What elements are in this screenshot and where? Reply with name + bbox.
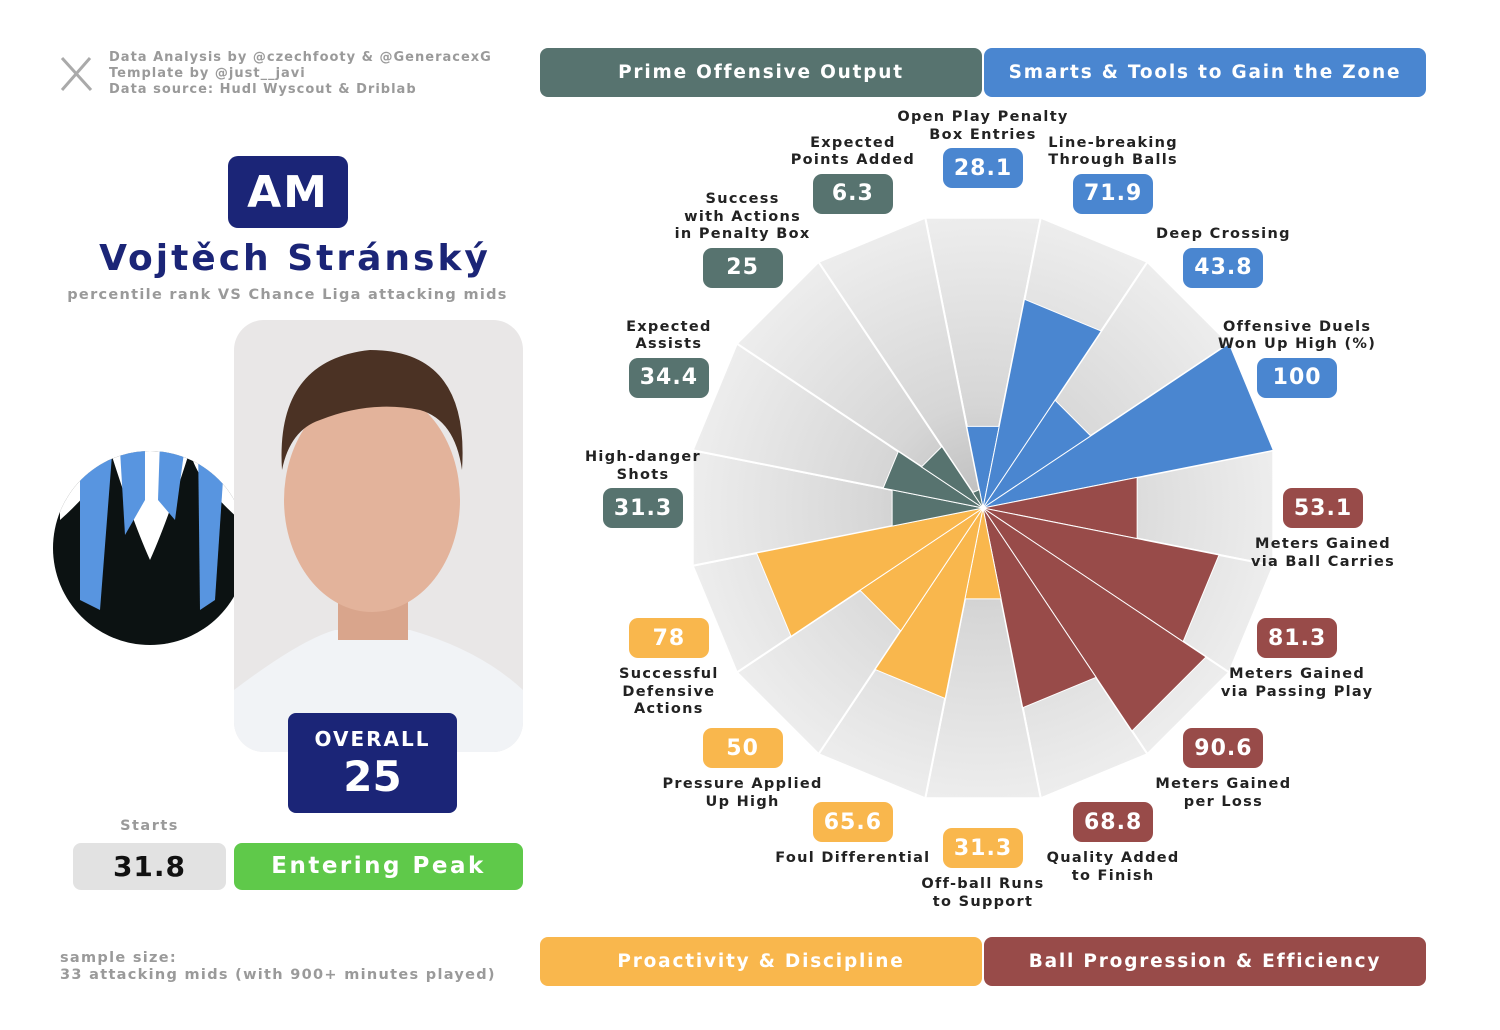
category-label: Quality Added to Finish	[1046, 850, 1180, 884]
overall-value: 25	[343, 752, 402, 801]
value-label: 31.3	[943, 828, 1023, 868]
slice	[755, 507, 984, 638]
sample-size: 33 attacking mids (with 900+ minutes pla…	[60, 967, 496, 983]
value-label: 71.9	[1073, 173, 1154, 214]
credit: Template by @just__javi	[109, 66, 306, 81]
category-label: Open Play Penalty Box Entries	[897, 109, 1069, 143]
category-label: Meters Gained via Passing Play	[1220, 666, 1374, 700]
group-header: Ball Progression & Efficiency	[984, 937, 1426, 986]
starts-label: Starts	[120, 818, 179, 834]
value-label: 81.3	[1257, 618, 1338, 659]
starts-box	[73, 843, 226, 890]
category-label: Offensive Duels Won Up High (%)	[1218, 318, 1377, 353]
status: Entering Peak	[271, 853, 486, 879]
category-label: Successful Defensive Actions	[619, 666, 719, 718]
value-label: 65.6	[812, 802, 893, 843]
category-label: Expected Points Added	[790, 134, 916, 169]
group-header: Smarts & Tools to Gain the Zone	[984, 48, 1426, 97]
group-header: Prime Offensive Output	[540, 48, 982, 97]
player-name: Vojtěch Stránský	[99, 238, 491, 279]
category-label: Deep Crossing	[1156, 226, 1291, 243]
starts-value: 31.8	[112, 850, 187, 883]
category-label: Line-breaking Through Balls	[1048, 134, 1178, 169]
value-label: 68.8	[1073, 802, 1154, 843]
status-box	[234, 843, 523, 890]
overall-label: OVERALL	[314, 727, 431, 751]
position: AM	[247, 166, 329, 218]
slice	[920, 445, 984, 509]
value-label: 100	[1257, 357, 1338, 398]
value-label: 50	[702, 728, 783, 769]
value-label: 53.1	[1283, 488, 1363, 528]
credit: Data source: Hudl Wyscout & Driblab	[109, 82, 417, 97]
subtitle: percentile rank VS Chance Liga attacking…	[67, 287, 508, 303]
category-label: Meters Gained per Loss	[1155, 776, 1292, 810]
category-label: High-danger Shots	[585, 449, 701, 483]
group-header: Proactivity & Discipline	[540, 937, 982, 986]
category-label: Pressure Applied Up High	[662, 776, 823, 810]
pizza-chart	[691, 216, 1275, 800]
slice-background	[817, 216, 984, 509]
player-photo	[234, 320, 523, 752]
category-label: Foul Differential	[775, 850, 931, 867]
position-badge	[228, 156, 348, 228]
sample-size: sample size:	[60, 950, 178, 966]
value-label: 90.6	[1183, 728, 1264, 769]
value-label: 31.3	[603, 488, 683, 528]
credit: Data Analysis by @czechfooty & @Generace…	[109, 50, 492, 65]
category-label: Meters Gained via Ball Carries	[1250, 536, 1396, 570]
category-label: Off-ball Runs to Support	[921, 876, 1045, 910]
value-label: 28.1	[943, 148, 1023, 188]
club-logo	[53, 451, 247, 645]
category-label: Success with Actions in Penalty Box	[674, 191, 811, 243]
slice	[982, 507, 1097, 709]
slice	[971, 489, 984, 509]
x-logo	[60, 56, 93, 92]
category-label: Expected Assists	[626, 318, 712, 353]
value-label: 43.8	[1183, 247, 1264, 288]
value-label: 6.3	[812, 173, 893, 214]
value-label: 78	[628, 618, 709, 659]
value-label: 25	[702, 247, 783, 288]
overall-box	[288, 713, 457, 813]
value-label: 34.4	[628, 357, 709, 398]
